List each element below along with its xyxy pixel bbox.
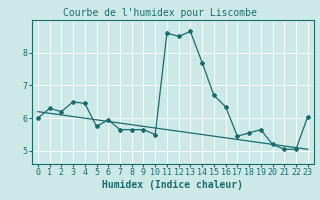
X-axis label: Humidex (Indice chaleur): Humidex (Indice chaleur): [102, 180, 243, 190]
Text: Courbe de l'humidex pour Liscombe: Courbe de l'humidex pour Liscombe: [63, 8, 257, 18]
